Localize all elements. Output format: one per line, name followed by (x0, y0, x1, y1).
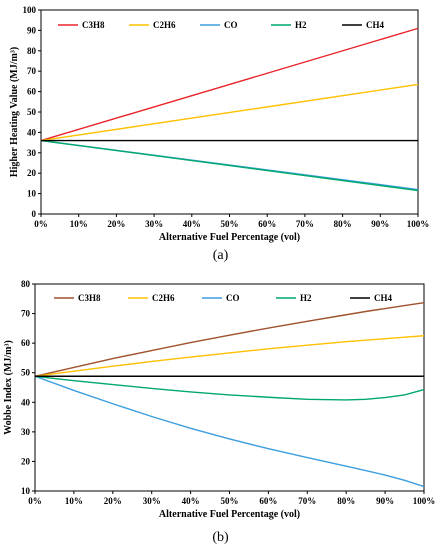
chart-a-xtick-label: 100% (407, 219, 430, 229)
chart-b-legend-label-h2: H2 (300, 293, 312, 303)
chart-a-ytick-label: 60 (27, 87, 37, 97)
chart-a-series-c2h6 (40, 83, 419, 142)
chart-b-x-axis-label: Alternative Fuel Percentage (vol) (159, 509, 300, 520)
chart-a-ytick-label: 100 (23, 5, 37, 15)
chart-a-xtick-label: 40% (183, 219, 201, 229)
chart-a-ytick-label: 90 (27, 25, 37, 35)
chart-b-xtick-label: 40% (182, 496, 200, 506)
chart-b-xtick-label: 0% (28, 496, 42, 506)
chart-a-legend-label-c3h8: C3H8 (82, 20, 105, 30)
chart-a-xtick-label: 90% (371, 219, 389, 229)
chart-b-xtick-label: 100% (413, 496, 436, 506)
chart-a-ytick-label: 0 (32, 209, 37, 219)
chart-b-xtick-label: 50% (221, 496, 239, 506)
chart-a-ytick-label: 20 (27, 168, 37, 178)
chart-b-ytick-label: 80 (21, 279, 31, 289)
chart-a-xtick-label: 50% (221, 219, 239, 229)
chart-a-series-h2 (40, 139, 419, 192)
panel-a-label: (a) (212, 248, 229, 263)
chart-a-xtick-label: 60% (258, 219, 276, 229)
chart-a-xtick-label: 70% (296, 219, 314, 229)
chart-a-legend-label-c2h6: C2H6 (153, 20, 176, 30)
chart-b-xtick-label: 80% (337, 496, 355, 506)
chart-b-legend-label-c2h6: C2H6 (152, 293, 175, 303)
chart-a-xtick-label: 30% (145, 219, 163, 229)
chart-a: 0 10 20 30 40 50 60 70 80 90 100 0% 10% 20% 30% 40% 50% 6… (9, 5, 430, 243)
chart-a-xtick-label: 80% (334, 219, 352, 229)
chart-b-xtick-label: 70% (298, 496, 316, 506)
chart-b-xtick-label: 90% (376, 496, 394, 506)
chart-b-series-c3h8 (34, 301, 425, 377)
chart-b-series-co (34, 375, 425, 488)
panel-b-label-wrap: (b) (0, 528, 441, 546)
chart-a-ytick-label: 80 (27, 46, 37, 56)
chart-b-ytick-label: 20 (21, 456, 31, 466)
chart-b-y-axis-label: Wobbe Index (MJ/m³) (3, 340, 14, 435)
chart-a-xtick-label: 10% (70, 219, 88, 229)
chart-b-xtick-label: 60% (259, 496, 277, 506)
panel-b-label: (b) (212, 530, 229, 545)
chart-b-ytick-label: 70 (21, 309, 31, 319)
chart-a-xtick-label: 20% (107, 219, 125, 229)
chart-b-ytick-label: 50 (21, 368, 31, 378)
chart-b-series-c2h6 (34, 335, 425, 377)
chart-b-ytick-label: 60 (21, 338, 31, 348)
chart-a-legend-label-ch4: CH4 (366, 20, 385, 30)
chart-a-x-axis-label: Alternative Fuel Percentage (vol) (159, 232, 300, 243)
chart-b-legend-label-ch4: CH4 (374, 293, 393, 303)
chart-b-legend-label-c3h8: C3H8 (78, 293, 101, 303)
chart-a-ytick-label: 70 (27, 66, 37, 76)
chart-a-ytick-label: 30 (27, 148, 37, 158)
chart-a-ytick-label: 10 (27, 189, 37, 199)
chart-a-y-axis-label: Higher Heating Value (MJ/m³) (9, 47, 20, 177)
panel-a-label-wrap: (a) (0, 246, 441, 264)
chart-a-legend-label-co: CO (224, 20, 238, 30)
chart-a-legend-label-h2: H2 (295, 20, 307, 30)
chart-b-xtick-label: 10% (65, 496, 83, 506)
chart-b-ytick-label: 10 (21, 486, 31, 496)
chart-b-xtick-label: 20% (104, 496, 122, 506)
chart-b-xtick-label: 30% (143, 496, 161, 506)
chart-b-ytick-label: 30 (21, 427, 31, 437)
chart-a-ytick-label: 50 (27, 107, 37, 117)
chart-a-series-c3h8 (40, 27, 419, 142)
chart-a-ytick-label: 40 (27, 127, 37, 137)
chart-b-plot-frame (34, 283, 425, 492)
chart-b-legend-label-co: CO (226, 293, 240, 303)
chart-b: 10 20 30 40 50 60 70 80 0% 10% 20% 30% 40% 50% 60% 70% 8… (3, 279, 436, 520)
chart-b-series-h2 (34, 375, 425, 401)
chart-b-ytick-label: 40 (21, 397, 31, 407)
chart-a-xtick-label: 0% (34, 219, 48, 229)
